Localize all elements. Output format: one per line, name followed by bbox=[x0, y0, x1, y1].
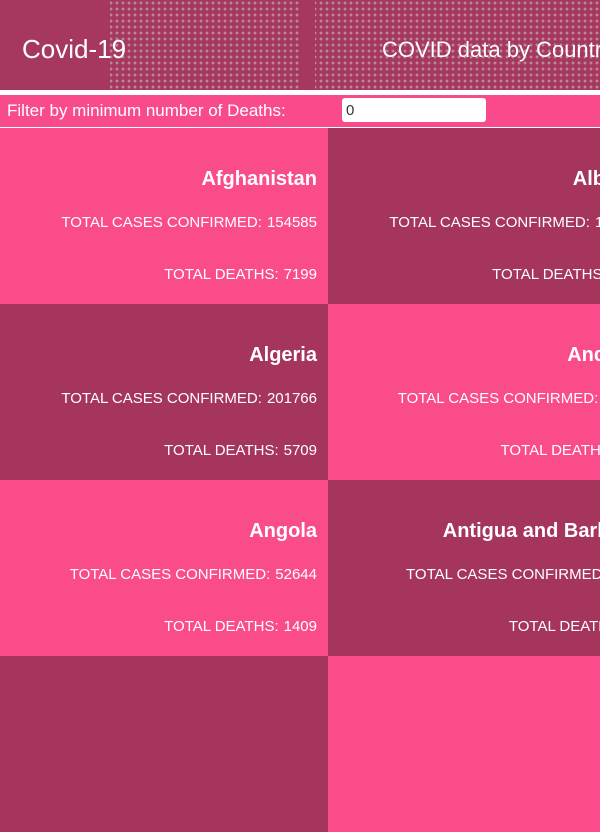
cases-value: 52644 bbox=[275, 566, 317, 583]
country-card: Antigua and Barbuda TOTAL CASES CONFIRMED… bbox=[328, 480, 600, 656]
deaths-line: TOTAL DEATHS:98 bbox=[509, 618, 600, 635]
cases-line: TOTAL CASES CONFIRMED:52644 bbox=[70, 566, 317, 583]
cases-line: TOTAL CASES CONFIRMED: 154585 bbox=[61, 214, 317, 231]
country-name: Angola bbox=[249, 520, 317, 543]
country-name: Albania bbox=[573, 168, 600, 191]
cases-label: TOTAL CASES CONFIRMED: bbox=[61, 214, 262, 231]
deaths-label: TOTAL DEATHS: bbox=[164, 618, 278, 635]
deaths-line: TOTAL DEATHS:2750 bbox=[492, 266, 600, 283]
deaths-line: TOTAL DEATHS: 7199 bbox=[164, 266, 317, 283]
cases-label: TOTAL CASES CONFIRMED: bbox=[389, 214, 590, 231]
deaths-value: 7199 bbox=[284, 266, 317, 283]
country-name: Afghanistan bbox=[201, 168, 317, 191]
cases-line: TOTAL CASES CONFIRMED:3900 bbox=[406, 566, 600, 583]
country-card: Angola TOTAL CASES CONFIRMED:52644 TOTAL D… bbox=[0, 480, 328, 656]
cases-value: 154585 bbox=[267, 214, 317, 231]
cases-label: TOTAL CASES CONFIRMED: bbox=[406, 566, 600, 583]
country-card: AlbaniaTOTAL CASES CONFIRMED:175000TOTAL… bbox=[328, 128, 600, 304]
deaths-value: 5709 bbox=[284, 442, 317, 459]
cases-line: TOTAL CASES CONFIRMED: 201766 bbox=[61, 390, 317, 407]
cases-label: TOTAL CASES CONFIRMED: bbox=[61, 390, 262, 407]
deaths-label: TOTAL DEATHS: bbox=[164, 266, 278, 283]
deaths-label: TOTAL DEATHS: bbox=[501, 442, 600, 459]
cases-value: 175000 bbox=[595, 214, 600, 231]
page-subtitle: COVID data by Country bbox=[382, 37, 600, 63]
header: Covid-19 COVID data by Country bbox=[0, 0, 600, 90]
filter-bar: Filter by minimum number of Deaths: bbox=[0, 93, 600, 129]
deaths-label: TOTAL DEATHS: bbox=[164, 442, 278, 459]
deaths-label: TOTAL DEATHS: bbox=[492, 266, 600, 283]
country-card bbox=[328, 656, 600, 832]
country-card: AndorraTOTAL CASES CONFIRMED:15300TOTAL … bbox=[328, 304, 600, 480]
deaths-line: TOTAL DEATHS: 1409 bbox=[164, 618, 317, 635]
country-name: Andorra bbox=[567, 344, 600, 367]
deaths-label: TOTAL DEATHS: bbox=[509, 618, 600, 635]
deaths-line: TOTAL DEATHS: 5709 bbox=[164, 442, 317, 459]
country-name: Antigua and Barbuda bbox=[443, 520, 600, 543]
cases-value: 201766 bbox=[267, 390, 317, 407]
deaths-value: 1409 bbox=[284, 618, 317, 635]
cases-line: TOTAL CASES CONFIRMED: 175000 bbox=[389, 214, 600, 231]
country-name: Algeria bbox=[249, 344, 317, 367]
cases-label: TOTAL CASES CONFIRMED: bbox=[398, 390, 599, 407]
cases-label: TOTAL CASES CONFIRMED: bbox=[70, 566, 271, 583]
filter-label: Filter by minimum number of Deaths: bbox=[7, 101, 286, 121]
page: Covid-19 COVID data by Country Filter by… bbox=[0, 0, 600, 671]
cases-line: TOTAL CASES CONFIRMED:15300 bbox=[398, 390, 600, 407]
country-card bbox=[0, 656, 328, 832]
deaths-line: TOTAL DEATHS:130 bbox=[501, 442, 600, 459]
app-title: Covid-19 bbox=[22, 34, 126, 65]
filter-input[interactable] bbox=[342, 98, 486, 122]
